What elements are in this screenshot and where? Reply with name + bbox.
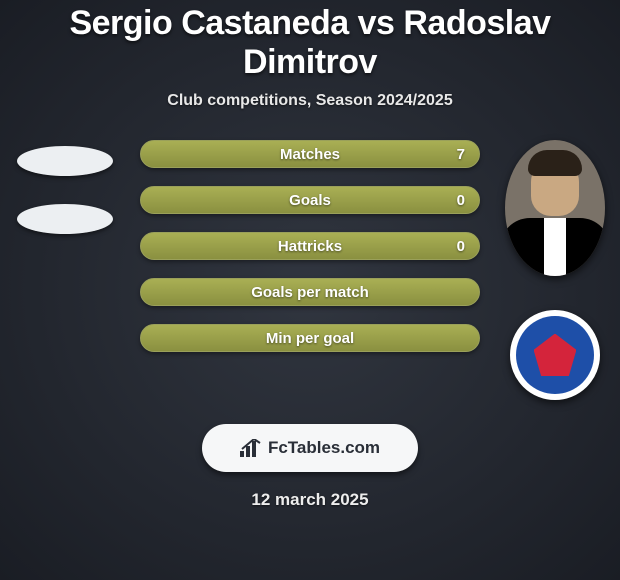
badge-inner xyxy=(516,316,594,394)
date-label: 12 march 2025 xyxy=(0,490,620,510)
chart-icon xyxy=(240,439,262,457)
stat-value: 0 xyxy=(457,192,465,209)
subtitle: Club competitions, Season 2024/2025 xyxy=(0,92,620,110)
avatar-body xyxy=(505,218,605,276)
stat-label: Min per goal xyxy=(266,330,354,347)
stat-bar-matches: Matches 7 xyxy=(140,140,480,168)
brand-pill[interactable]: FcTables.com xyxy=(202,424,418,472)
club-badge xyxy=(510,310,600,400)
stat-bar-goals: Goals 0 xyxy=(140,186,480,214)
left-player-column xyxy=(10,138,120,234)
brand-text: FcTables.com xyxy=(268,438,380,458)
avatar-hair xyxy=(528,150,582,176)
stat-value: 7 xyxy=(457,146,465,163)
page-title: Sergio Castaneda vs Radoslav Dimitrov xyxy=(0,4,620,82)
stat-bar-goals-per-match: Goals per match xyxy=(140,278,480,306)
placeholder-ellipse xyxy=(17,204,113,234)
content-root: Sergio Castaneda vs Radoslav Dimitrov Cl… xyxy=(0,0,620,510)
stat-label: Hattricks xyxy=(278,238,342,255)
comparison-row: Matches 7 Goals 0 Hattricks 0 Goals per … xyxy=(0,138,620,400)
stat-label: Goals per match xyxy=(251,284,369,301)
stat-bar-hattricks: Hattricks 0 xyxy=(140,232,480,260)
stat-value: 0 xyxy=(457,238,465,255)
stat-label: Matches xyxy=(280,146,340,163)
stat-label: Goals xyxy=(289,192,331,209)
placeholder-ellipse xyxy=(17,146,113,176)
player-avatar xyxy=(505,140,605,276)
stat-bar-min-per-goal: Min per goal xyxy=(140,324,480,352)
right-player-column xyxy=(500,138,610,400)
stat-bars-column: Matches 7 Goals 0 Hattricks 0 Goals per … xyxy=(140,138,480,352)
badge-pentagon xyxy=(534,334,577,377)
